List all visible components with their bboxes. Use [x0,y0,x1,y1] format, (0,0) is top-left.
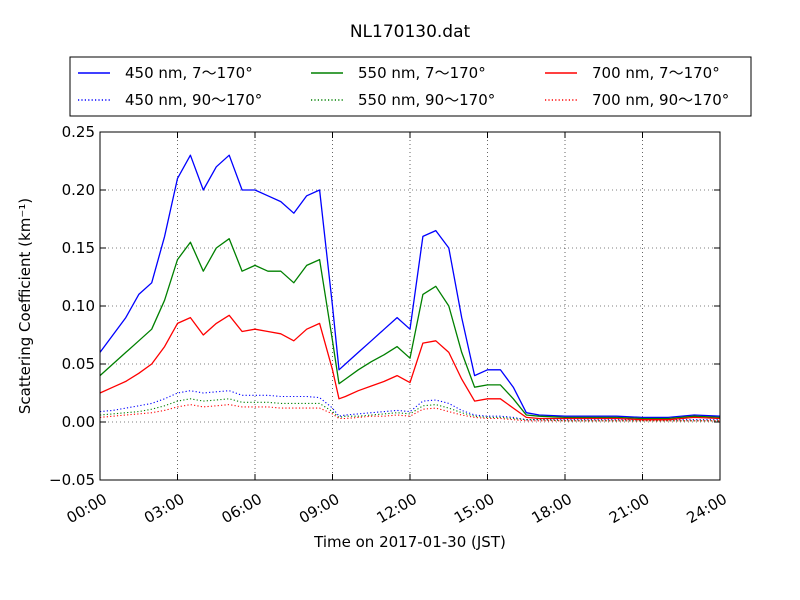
legend-label: 550 nm, 7～170° [358,64,486,82]
x-tick-label: 03:00 [141,490,187,527]
series-line [99,398,720,422]
y-axis-label: Scattering Coefficient (km⁻¹) [16,198,34,414]
series-lines [99,154,721,422]
legend-label: 700 nm, 7～170° [592,64,720,82]
legend: 450 nm, 7～170° 550 nm, 7～170° 700 nm, 7～17… [69,56,752,117]
y-tick-label: 0.15 [62,239,95,257]
series-line [99,238,721,420]
x-tick-label: 24:00 [684,490,730,527]
grid-lines [99,131,721,481]
x-axis-label: Time on 2017-01-30 (JST) [313,533,506,551]
x-tick-label: 21:00 [606,490,652,527]
series-line [99,154,721,419]
x-tick-label: 15:00 [451,490,497,527]
x-tick-label: 06:00 [219,490,265,527]
chart-title: NL170130.dat [350,22,471,42]
legend-label: 700 nm, 90～170° [592,91,729,109]
series-line [99,404,720,422]
x-tick-label: 09:00 [296,490,342,527]
y-tick-label: 0.20 [62,181,95,199]
series-line [99,314,721,421]
y-tick-label: −0.05 [49,471,95,489]
legend-label: 550 nm, 90～170° [358,91,495,109]
x-tick-label: 18:00 [529,490,575,527]
x-tick-label: 12:00 [374,490,420,527]
y-tick-label: 0.25 [62,123,95,141]
legend-label: 450 nm, 7～170° [125,64,253,82]
y-tick-label: 0.10 [62,297,95,315]
legend-label: 450 nm, 90～170° [125,91,262,109]
series-line [99,390,720,421]
legend-frame [69,56,752,117]
y-tick-label: 0.05 [62,355,95,373]
x-tick-label: 00:00 [64,490,110,527]
y-tick-label: 0.00 [62,413,95,431]
